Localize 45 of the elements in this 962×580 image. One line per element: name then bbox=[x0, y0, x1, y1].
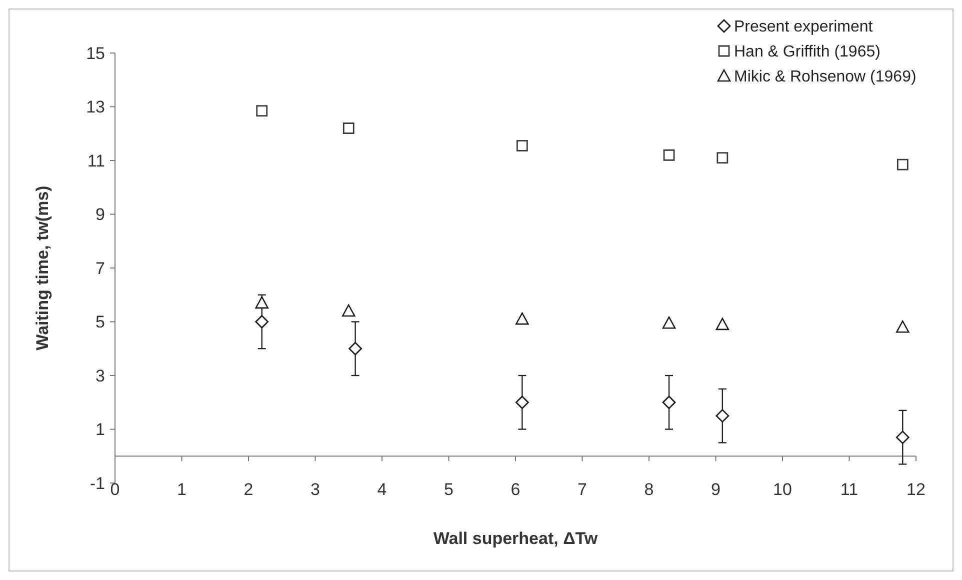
y-tick-label: 15 bbox=[86, 44, 105, 63]
x-tick-label: 9 bbox=[711, 480, 720, 499]
point bbox=[716, 409, 730, 423]
point bbox=[348, 342, 362, 356]
point bbox=[515, 396, 529, 410]
point bbox=[255, 296, 268, 309]
x-tick-label: 10 bbox=[773, 480, 792, 499]
x-tick-label: 0 bbox=[110, 480, 120, 499]
point bbox=[342, 304, 356, 317]
point bbox=[662, 396, 676, 410]
x-tick-label: 3 bbox=[310, 480, 320, 499]
x-tick-label: 1 bbox=[177, 480, 186, 499]
legend-label: Present experiment bbox=[734, 18, 874, 36]
point bbox=[255, 315, 269, 328]
x-tick-label: 2 bbox=[244, 480, 254, 499]
point bbox=[896, 430, 910, 444]
y-tick-label: -1 bbox=[90, 474, 105, 493]
point bbox=[663, 149, 675, 161]
legend-label: Mikic & Rohsenow (1969) bbox=[734, 68, 916, 86]
x-tick-label: 7 bbox=[578, 480, 587, 499]
x-tick-label: 4 bbox=[377, 480, 387, 499]
point bbox=[716, 318, 730, 330]
point bbox=[342, 122, 354, 134]
point bbox=[896, 320, 910, 333]
y-tick-label: 3 bbox=[96, 366, 105, 386]
x-tick-label: 5 bbox=[444, 480, 454, 499]
point bbox=[896, 158, 908, 170]
point bbox=[516, 312, 529, 325]
point bbox=[662, 316, 676, 329]
x-axis-title: Wall superheat, ΔTw bbox=[433, 529, 598, 548]
x-tick-label: 12 bbox=[906, 480, 926, 499]
y-tick-label: 9 bbox=[96, 205, 105, 224]
x-tick-label: 11 bbox=[840, 480, 858, 499]
point bbox=[716, 152, 728, 164]
y-tick-label: 13 bbox=[86, 98, 105, 117]
y-tick-label: 7 bbox=[96, 258, 105, 278]
x-tick-label: 8 bbox=[644, 480, 654, 499]
y-tick-label: 5 bbox=[96, 312, 105, 332]
legend-label: Han & Griffith (1965) bbox=[734, 44, 880, 61]
point bbox=[516, 140, 528, 152]
y-tick-label: 11 bbox=[87, 151, 105, 170]
point bbox=[256, 105, 268, 116]
x-tick-label: 6 bbox=[510, 480, 520, 499]
y-axis-title: Waiting time, tw(ms) bbox=[33, 186, 52, 350]
y-tick-label: 1 bbox=[96, 420, 105, 440]
